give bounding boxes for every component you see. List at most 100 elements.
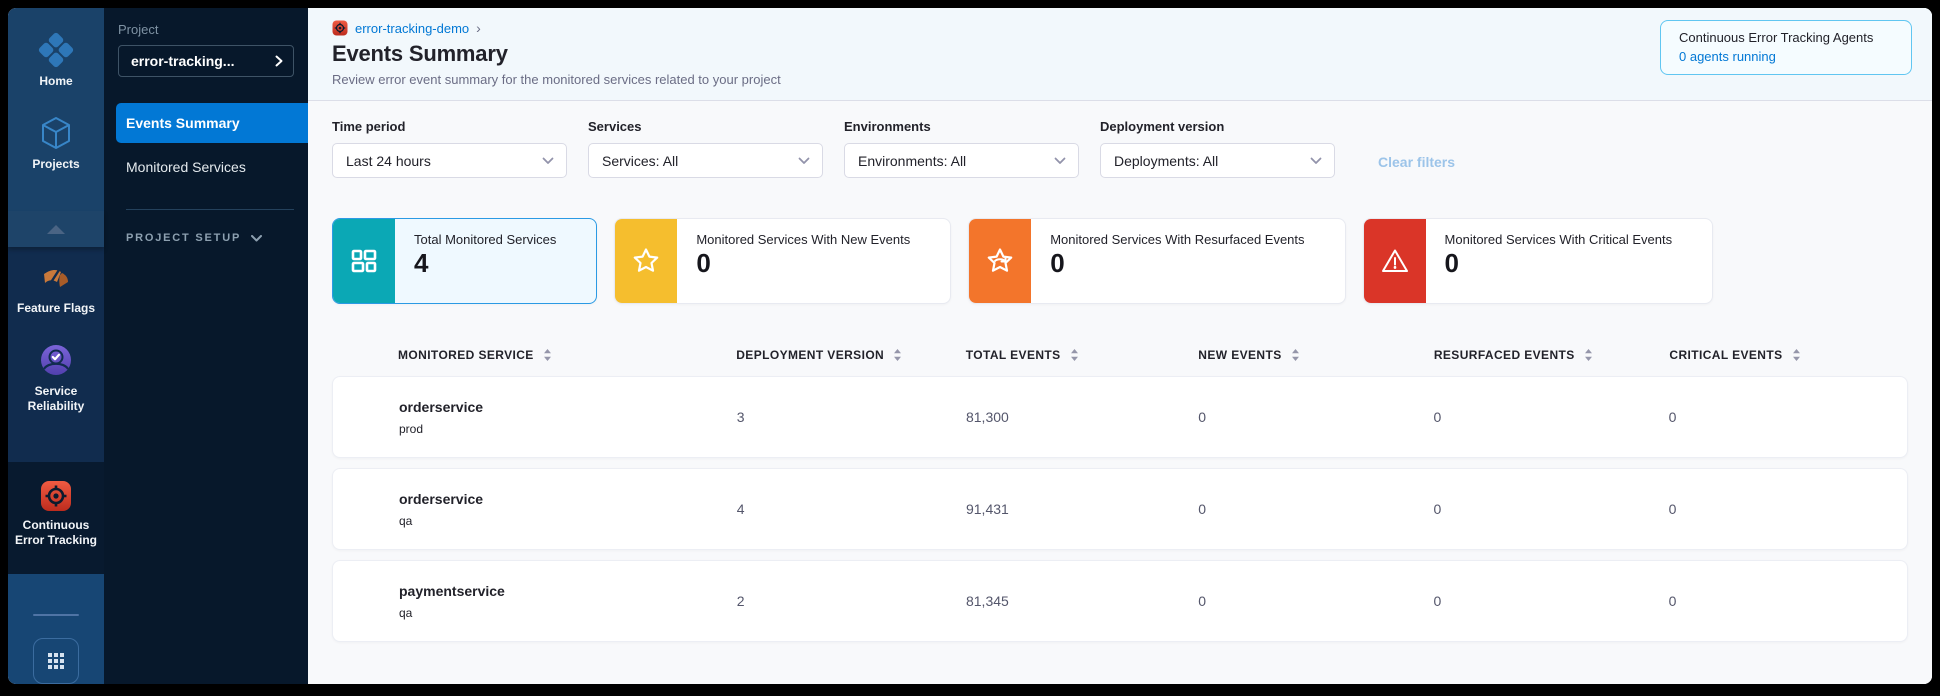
agents-running-link[interactable]: 0 agents running xyxy=(1679,49,1776,64)
agents-panel-title: Continuous Error Tracking Agents xyxy=(1679,30,1874,45)
resurfaced-events-cell: 0 xyxy=(1433,593,1442,609)
critical-events-cell: 0 xyxy=(1668,593,1677,609)
clear-filters-button[interactable]: Clear filters xyxy=(1378,154,1456,170)
column-header-new-events[interactable]: New Events xyxy=(1198,348,1434,362)
chevron-down-icon xyxy=(798,157,810,164)
rail-section-active-module: Continuous Error Tracking xyxy=(8,462,104,574)
agents-panel[interactable]: Continuous Error Tracking Agents 0 agent… xyxy=(1660,20,1912,75)
critical-events-cell: 0 xyxy=(1668,501,1677,517)
sidebar-divider xyxy=(126,209,294,210)
resurfaced-events-cell: 0 xyxy=(1433,409,1442,425)
summary-cards: Total Monitored Services 4 Monitored Ser… xyxy=(332,218,1908,304)
star-icon xyxy=(634,248,659,272)
warning-triangle-icon xyxy=(1381,249,1408,272)
sort-icon xyxy=(1291,349,1299,361)
page-subtitle: Review error event summary for the monit… xyxy=(332,72,781,87)
table-row[interactable]: orderservice qa 4 91,431 0 0 0 xyxy=(332,468,1908,550)
new-events-cell: 0 xyxy=(1198,593,1206,609)
breadcrumb-project-link[interactable]: error-tracking-demo xyxy=(355,20,470,36)
table-header-row: Monitored Service Deployment Version Tot… xyxy=(332,348,1908,362)
card-icon-block xyxy=(615,219,678,303)
services-value: Services: All xyxy=(602,152,679,169)
card-new-events[interactable]: Monitored Services With New Events 0 xyxy=(614,218,952,304)
column-header-deployment-version[interactable]: Deployment Version xyxy=(736,348,966,362)
star-resurfaced-icon xyxy=(987,248,1013,272)
rail-section-modules: Feature Flags Service Reliability xyxy=(8,247,104,463)
card-value: 0 xyxy=(1444,248,1459,278)
service-environment: qa xyxy=(399,513,413,528)
time-period-value: Last 24 hours xyxy=(346,152,431,169)
card-critical-events[interactable]: Monitored Services With Critical Events … xyxy=(1362,218,1714,304)
rail-section-top: Home Projects xyxy=(8,8,104,212)
service-reliability-icon xyxy=(38,342,74,378)
rail-item-home[interactable]: Home xyxy=(8,24,104,97)
service-name: orderservice xyxy=(399,398,484,415)
column-header-resurfaced-events[interactable]: Resurfaced Events xyxy=(1434,348,1670,362)
project-selector-value: error-tracking... xyxy=(131,53,235,69)
rail-item-label: Feature Flags xyxy=(16,301,96,316)
service-name: orderservice xyxy=(399,490,484,507)
chevron-down-icon xyxy=(1310,157,1322,164)
rail-item-feature-flags[interactable]: Feature Flags xyxy=(8,257,104,324)
content-area: Time period Last 24 hours Services Servi… xyxy=(308,101,1932,684)
rail-scroll-up[interactable] xyxy=(8,211,104,248)
filter-label-time-period: Time period xyxy=(332,119,406,134)
sidebar-item-events-summary[interactable]: Events Summary xyxy=(116,103,308,143)
chevron-down-icon xyxy=(542,157,554,164)
card-resurfaced-events[interactable]: Monitored Services With Resurfaced Event… xyxy=(968,218,1346,304)
sort-icon xyxy=(1070,349,1078,361)
sidebar-item-monitored-services[interactable]: Monitored Services xyxy=(126,159,246,175)
page-header: error-tracking-demo › Events Summary Rev… xyxy=(308,8,1932,101)
app-grid-icon xyxy=(46,651,66,671)
project-setup-section[interactable]: PROJECT SETUP xyxy=(104,210,308,244)
rail-item-label: Continuous Error Tracking xyxy=(14,518,98,548)
column-header-total-events[interactable]: Total Events xyxy=(966,348,1199,362)
breadcrumb: error-tracking-demo › xyxy=(332,20,1908,36)
environments-select[interactable]: Environments: All xyxy=(844,143,1079,178)
sort-icon xyxy=(1792,349,1800,361)
rail-item-projects[interactable]: Projects xyxy=(8,107,104,180)
module-rail: Home Projects Feature Flags xyxy=(8,8,104,684)
card-title: Monitored Services With Resurfaced Event… xyxy=(1050,232,1305,247)
rail-divider xyxy=(33,613,79,616)
total-events-cell: 91,431 xyxy=(965,501,1009,517)
sort-icon xyxy=(1584,349,1592,361)
filter-label-environments: Environments xyxy=(844,119,931,134)
project-sidebar: Project error-tracking... Events Summary… xyxy=(104,8,308,684)
rail-item-error-tracking[interactable]: Continuous Error Tracking xyxy=(8,472,104,556)
new-events-cell: 0 xyxy=(1198,501,1206,517)
critical-events-cell: 0 xyxy=(1668,409,1677,425)
deployment-version-cell: 3 xyxy=(736,409,745,425)
total-events-cell: 81,345 xyxy=(965,593,1009,609)
feature-flags-icon xyxy=(39,265,73,295)
project-selector[interactable]: error-tracking... xyxy=(118,45,294,77)
total-events-cell: 81,300 xyxy=(965,409,1009,425)
column-header-critical-events[interactable]: Critical Events xyxy=(1669,348,1908,362)
chevron-down-icon xyxy=(251,234,263,242)
time-period-select[interactable]: Last 24 hours xyxy=(332,143,567,178)
rail-item-service-reliability[interactable]: Service Reliability xyxy=(8,334,104,422)
service-environment: prod xyxy=(399,421,424,436)
services-select[interactable]: Services: All xyxy=(588,143,823,178)
resurfaced-events-cell: 0 xyxy=(1433,501,1442,517)
app-grid-button[interactable] xyxy=(33,637,79,684)
table-row[interactable]: paymentservice qa 2 81,345 0 0 0 xyxy=(332,560,1908,642)
card-title: Total Monitored Services xyxy=(414,232,557,247)
service-environment: qa xyxy=(399,605,413,620)
card-icon-block xyxy=(1363,219,1426,303)
sort-icon xyxy=(894,349,902,361)
column-header-monitored-service[interactable]: Monitored Service xyxy=(398,348,736,362)
service-name: paymentservice xyxy=(399,582,505,599)
card-value: 0 xyxy=(1050,248,1065,278)
deployments-select[interactable]: Deployments: All xyxy=(1100,143,1335,178)
card-icon-block xyxy=(333,219,395,303)
page-title: Events Summary xyxy=(332,41,508,66)
deployments-value: Deployments: All xyxy=(1114,152,1219,169)
chevron-right-icon: › xyxy=(476,20,481,36)
rail-section-bottom xyxy=(8,573,104,684)
table-row[interactable]: orderservice prod 3 81,300 0 0 0 xyxy=(332,376,1908,458)
rail-item-label: Home xyxy=(39,74,73,88)
chevron-right-icon xyxy=(275,55,283,67)
card-total-monitored-services[interactable]: Total Monitored Services 4 xyxy=(332,218,598,304)
environments-value: Environments: All xyxy=(858,152,967,169)
